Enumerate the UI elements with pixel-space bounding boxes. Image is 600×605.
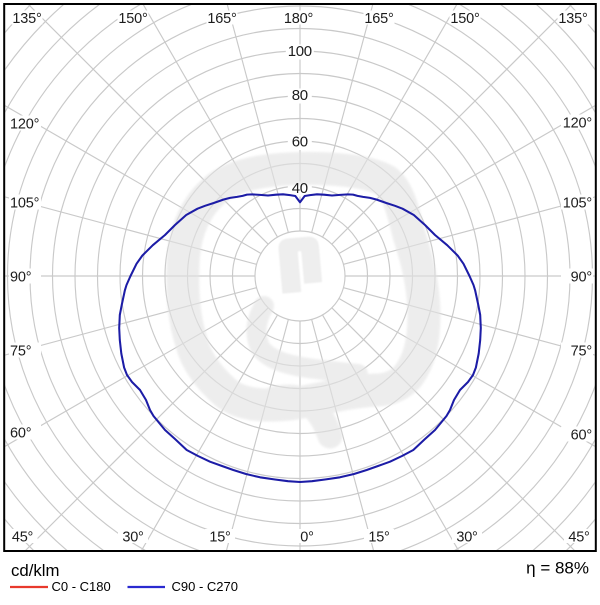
svg-text:40: 40 xyxy=(292,180,308,197)
svg-text:30°: 30° xyxy=(122,530,143,546)
svg-text:15°: 15° xyxy=(368,530,389,546)
svg-text:80: 80 xyxy=(292,87,308,104)
svg-text:60°: 60° xyxy=(571,427,592,443)
svg-text:90°: 90° xyxy=(10,269,31,285)
svg-text:15°: 15° xyxy=(209,530,230,546)
svg-text:135°: 135° xyxy=(558,11,587,27)
svg-text:120°: 120° xyxy=(10,116,39,132)
svg-text:105°: 105° xyxy=(563,195,592,211)
svg-text:90°: 90° xyxy=(571,269,592,285)
svg-text:120°: 120° xyxy=(563,115,592,131)
svg-text:75°: 75° xyxy=(10,343,31,359)
svg-text:60: 60 xyxy=(292,134,308,151)
svg-text:75°: 75° xyxy=(571,343,592,359)
svg-text:cd/klm: cd/klm xyxy=(11,561,59,580)
svg-text:30°: 30° xyxy=(456,530,477,546)
svg-text:60°: 60° xyxy=(10,425,31,441)
svg-text:165°: 165° xyxy=(207,11,236,27)
svg-text:η = 88%: η = 88% xyxy=(526,559,589,578)
svg-text:C90 - C270: C90 - C270 xyxy=(172,579,238,594)
svg-text:180°: 180° xyxy=(284,11,313,27)
svg-text:45°: 45° xyxy=(568,530,589,546)
svg-text:45°: 45° xyxy=(12,530,33,546)
svg-text:105°: 105° xyxy=(10,195,39,211)
svg-text:C0 - C180: C0 - C180 xyxy=(52,579,111,594)
svg-text:150°: 150° xyxy=(118,11,147,27)
svg-text:165°: 165° xyxy=(364,11,393,27)
svg-text:0°: 0° xyxy=(300,530,313,546)
svg-text:100: 100 xyxy=(288,43,312,60)
svg-text:150°: 150° xyxy=(450,11,479,27)
svg-text:135°: 135° xyxy=(12,11,41,27)
